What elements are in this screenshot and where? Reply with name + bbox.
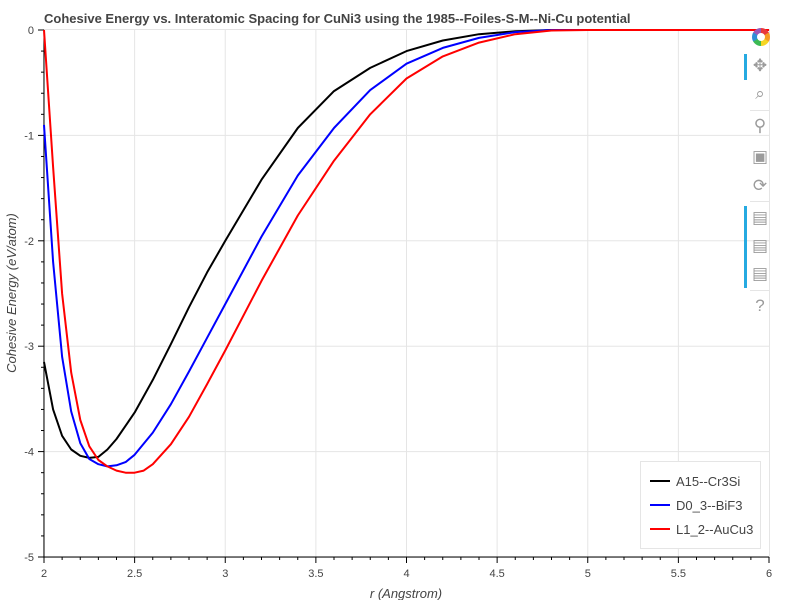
hover-icon[interactable]: ▤ [751, 236, 769, 255]
wheel-zoom-icon[interactable]: ⚲ [753, 116, 767, 135]
y-tick-label: 0 [28, 25, 34, 37]
pan-active-indicator [744, 54, 747, 80]
bokeh-logo-icon[interactable] [752, 28, 770, 46]
x-tick-label: 6 [766, 568, 772, 580]
legend[interactable]: A15--Cr3Si D0_3--BiF3 L1_2--AuCu3 [640, 461, 761, 549]
reset-icon[interactable]: ⟳ [752, 176, 768, 195]
y-tick-label: -3 [24, 341, 34, 353]
x-tick-label: 3.5 [308, 568, 323, 580]
y-axis: 0 -1 -2 -3 -4 -5 [24, 25, 45, 564]
pan-icon[interactable]: ✥ [752, 56, 768, 75]
hover-icon[interactable]: ▤ [751, 264, 769, 283]
toolbar-divider [750, 290, 770, 291]
y-tick-label: -5 [24, 552, 34, 564]
x-tick-label: 5.5 [671, 568, 686, 580]
x-axis-label: r (Angstrom) [370, 586, 442, 600]
hover-icon[interactable]: ▤ [751, 208, 769, 227]
x-tick-label: 3 [222, 568, 228, 580]
legend-entry-label: L1_2--AuCu3 [676, 522, 753, 537]
y-axis-label: Cohesive Energy (eV/atom) [4, 213, 19, 373]
help-icon[interactable]: ? [755, 296, 765, 315]
save-icon[interactable]: ▣ [751, 147, 769, 166]
toolbar-divider [750, 201, 770, 202]
chart-title: Cohesive Energy vs. Interatomic Spacing … [44, 11, 631, 26]
x-axis: 2 2.5 3 3.5 4 4.5 5 5.5 6 [41, 556, 772, 580]
toolbar-divider [750, 110, 770, 111]
y-tick-label: -2 [24, 236, 34, 248]
legend-entry-label: A15--Cr3Si [676, 474, 740, 489]
series-line-1 [43, 29, 769, 468]
x-tick-label: 5 [585, 568, 591, 580]
x-tick-label: 2 [41, 568, 47, 580]
toolbar: ✥ ⌕ ⚲ ▣ ⟳ ▤ ▤ ▤ ? [744, 24, 776, 324]
series-line-2 [43, 29, 769, 474]
series-line-0 [43, 29, 769, 459]
y-tick-label: -4 [24, 447, 34, 459]
x-tick-label: 4.5 [489, 568, 504, 580]
grid-lines [44, 30, 769, 557]
x-tick-label: 4 [403, 568, 409, 580]
series-layer [43, 29, 769, 474]
legend-entry-label: D0_3--BiF3 [676, 498, 742, 513]
box-zoom-icon[interactable]: ⌕ [755, 84, 765, 103]
hover-active-indicator [744, 206, 747, 288]
x-tick-label: 2.5 [127, 568, 142, 580]
y-tick-label: -1 [24, 130, 34, 142]
